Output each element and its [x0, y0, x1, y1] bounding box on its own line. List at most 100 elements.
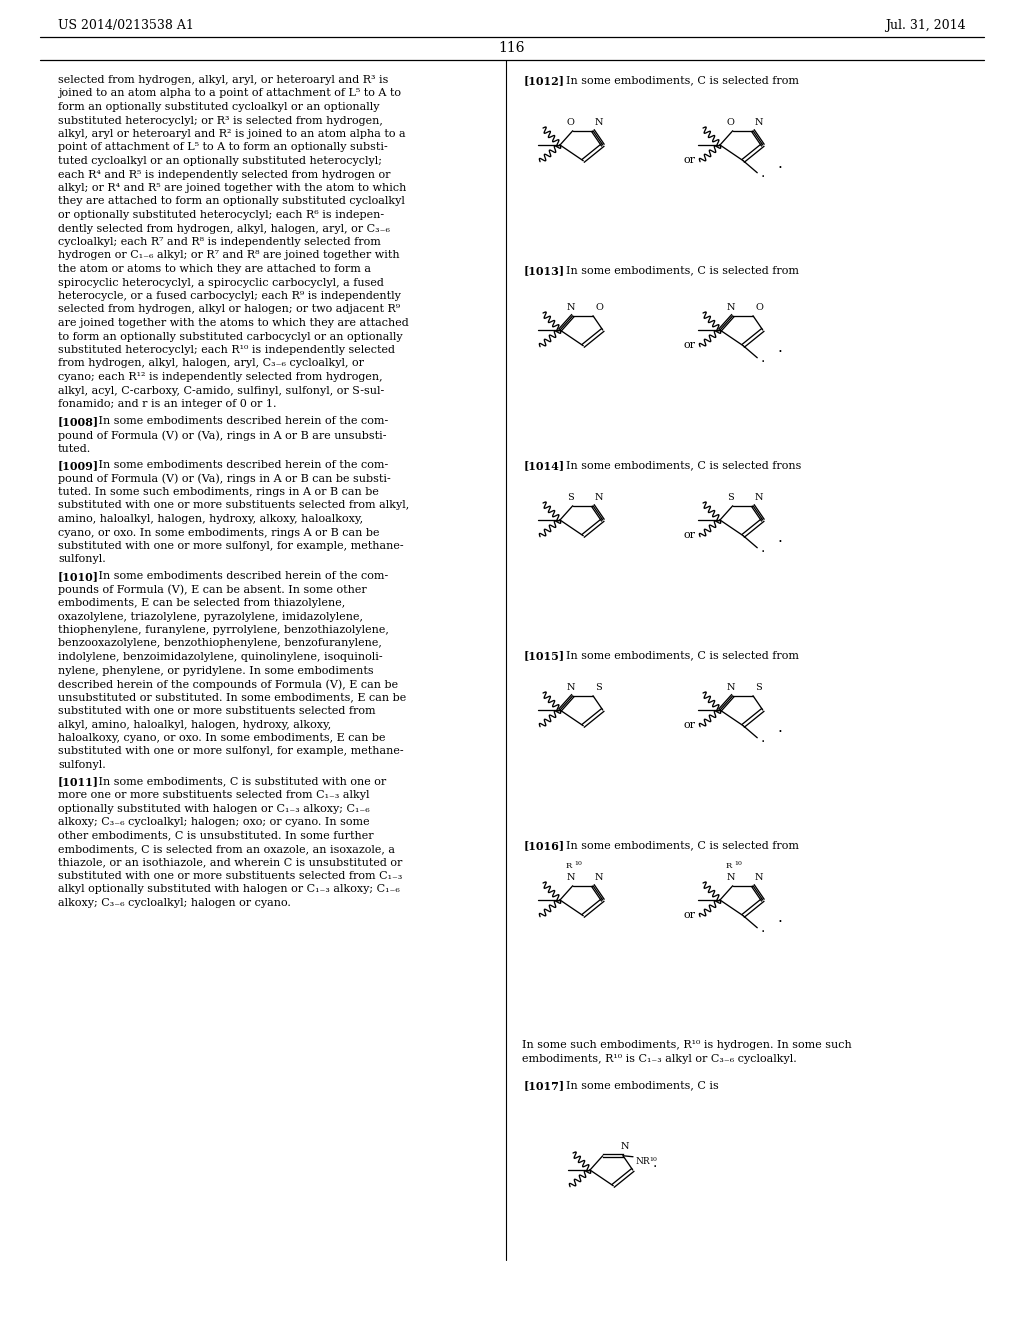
- Text: S: S: [596, 684, 602, 692]
- Text: tuted. In some such embodiments, rings in A or B can be: tuted. In some such embodiments, rings i…: [58, 487, 379, 498]
- Text: .: .: [777, 341, 782, 355]
- Text: are joined together with the atoms to which they are attached: are joined together with the atoms to wh…: [58, 318, 409, 327]
- Text: [1014]: [1014]: [524, 459, 565, 471]
- Text: alkyl optionally substituted with halogen or C₁₋₃ alkoxy; C₁₋₆: alkyl optionally substituted with haloge…: [58, 884, 400, 895]
- Text: other embodiments, C is unsubstituted. In some further: other embodiments, C is unsubstituted. I…: [58, 830, 374, 841]
- Text: joined to an atom alpha to a point of attachment of L⁵ to A to: joined to an atom alpha to a point of at…: [58, 88, 401, 99]
- Text: form an optionally substituted cycloalkyl or an optionally: form an optionally substituted cycloalky…: [58, 102, 380, 112]
- Text: N: N: [566, 684, 575, 692]
- Text: embodiments, C is selected from an oxazole, an isoxazole, a: embodiments, C is selected from an oxazo…: [58, 843, 395, 854]
- Text: described herein of the compounds of Formula (V), E can be: described herein of the compounds of For…: [58, 678, 398, 689]
- Text: N: N: [595, 119, 603, 127]
- Text: or: or: [684, 719, 696, 730]
- Text: In some embodiments, C is selected from: In some embodiments, C is selected from: [566, 840, 799, 850]
- Text: the atom or atoms to which they are attached to form a: the atom or atoms to which they are atta…: [58, 264, 371, 275]
- Text: substituted with one or more substituents selected from alkyl,: substituted with one or more substituent…: [58, 500, 410, 511]
- Text: unsubstituted or substituted. In some embodiments, E can be: unsubstituted or substituted. In some em…: [58, 693, 407, 702]
- Text: N: N: [621, 1142, 630, 1151]
- Text: or optionally substituted heterocyclyl; each R⁶ is indepen-: or optionally substituted heterocyclyl; …: [58, 210, 384, 220]
- Text: tuted cycloalkyl or an optionally substituted heterocyclyl;: tuted cycloalkyl or an optionally substi…: [58, 156, 382, 166]
- Text: or: or: [684, 341, 696, 350]
- Text: [1017]: [1017]: [524, 1080, 565, 1092]
- Text: from hydrogen, alkyl, halogen, aryl, C₃₋₆ cycloalkyl, or: from hydrogen, alkyl, halogen, aryl, C₃₋…: [58, 359, 364, 368]
- Text: [1012]: [1012]: [524, 75, 565, 86]
- Text: substituted heterocyclyl; each R¹⁰ is independently selected: substituted heterocyclyl; each R¹⁰ is in…: [58, 345, 395, 355]
- Text: embodiments, R¹⁰ is C₁₋₃ alkyl or C₃₋₆ cycloalkyl.: embodiments, R¹⁰ is C₁₋₃ alkyl or C₃₋₆ c…: [522, 1053, 797, 1064]
- Text: .: .: [760, 166, 765, 180]
- Text: alkyl, acyl, C-carboxy, C-amido, sulfinyl, sulfonyl, or S-sul-: alkyl, acyl, C-carboxy, C-amido, sulfiny…: [58, 385, 384, 396]
- Text: .: .: [760, 351, 765, 364]
- Text: or: or: [684, 154, 696, 165]
- Text: US 2014/0213538 A1: US 2014/0213538 A1: [58, 18, 194, 32]
- Text: selected from hydrogen, alkyl or halogen; or two adjacent R⁹: selected from hydrogen, alkyl or halogen…: [58, 305, 400, 314]
- Text: haloalkoxy, cyano, or oxo. In some embodiments, E can be: haloalkoxy, cyano, or oxo. In some embod…: [58, 733, 385, 743]
- Text: alkyl, amino, haloalkyl, halogen, hydroxy, alkoxy,: alkyl, amino, haloalkyl, halogen, hydrox…: [58, 719, 331, 730]
- Text: N: N: [755, 874, 763, 882]
- Text: embodiments, E can be selected from thiazolylene,: embodiments, E can be selected from thia…: [58, 598, 345, 609]
- Text: In some embodiments described herein of the com-: In some embodiments described herein of …: [95, 459, 388, 470]
- Text: .: .: [777, 156, 782, 170]
- Text: In some embodiments, C is: In some embodiments, C is: [566, 1080, 719, 1090]
- Text: O: O: [595, 304, 603, 313]
- Text: N: N: [566, 874, 575, 882]
- Text: .: .: [760, 541, 765, 554]
- Text: pounds of Formula (V), E can be absent. In some other: pounds of Formula (V), E can be absent. …: [58, 585, 367, 595]
- Text: In some such embodiments, R¹⁰ is hydrogen. In some such: In some such embodiments, R¹⁰ is hydroge…: [522, 1040, 852, 1049]
- Text: O: O: [727, 119, 734, 127]
- Text: .: .: [760, 921, 765, 935]
- Text: N: N: [595, 494, 603, 502]
- Text: sulfonyl.: sulfonyl.: [58, 554, 105, 565]
- Text: hydrogen or C₁₋₆ alkyl; or R⁷ and R⁸ are joined together with: hydrogen or C₁₋₆ alkyl; or R⁷ and R⁸ are…: [58, 251, 399, 260]
- Text: .: .: [760, 731, 765, 744]
- Text: O: O: [567, 119, 574, 127]
- Text: In some embodiments described herein of the com-: In some embodiments described herein of …: [95, 572, 388, 581]
- Text: indolylene, benzoimidazolylene, quinolinylene, isoquinoli-: indolylene, benzoimidazolylene, quinolin…: [58, 652, 383, 663]
- Text: alkoxy; C₃₋₆ cycloalkyl; halogen or cyano.: alkoxy; C₃₋₆ cycloalkyl; halogen or cyan…: [58, 898, 291, 908]
- Text: thiophenylene, furanylene, pyrrolylene, benzothiazolylene,: thiophenylene, furanylene, pyrrolylene, …: [58, 624, 389, 635]
- Text: nylene, phenylene, or pyridylene. In some embodiments: nylene, phenylene, or pyridylene. In som…: [58, 665, 374, 676]
- Text: Jul. 31, 2014: Jul. 31, 2014: [886, 18, 966, 32]
- Text: substituted heterocyclyl; or R³ is selected from hydrogen,: substituted heterocyclyl; or R³ is selec…: [58, 116, 383, 125]
- Text: S: S: [567, 494, 574, 502]
- Text: In some embodiments, C is selected from: In some embodiments, C is selected from: [566, 75, 799, 84]
- Text: [1010]: [1010]: [58, 572, 99, 582]
- Text: cycloalkyl; each R⁷ and R⁸ is independently selected from: cycloalkyl; each R⁷ and R⁸ is independen…: [58, 238, 381, 247]
- Text: .: .: [777, 531, 782, 545]
- Text: tuted.: tuted.: [58, 444, 91, 454]
- Text: S: S: [727, 494, 734, 502]
- Text: In some embodiments, C is substituted with one or: In some embodiments, C is substituted wi…: [95, 776, 386, 787]
- Text: .: .: [653, 1156, 657, 1170]
- Text: 10: 10: [574, 861, 583, 866]
- Text: cyano, or oxo. In some embodiments, rings A or B can be: cyano, or oxo. In some embodiments, ring…: [58, 528, 380, 537]
- Text: .: .: [777, 911, 782, 925]
- Text: In some embodiments described herein of the com-: In some embodiments described herein of …: [95, 417, 388, 426]
- Text: [1008]: [1008]: [58, 417, 99, 428]
- Text: In some embodiments, C is selected frons: In some embodiments, C is selected frons: [566, 459, 802, 470]
- Text: pound of Formula (V) or (Va), rings in A or B are unsubsti-: pound of Formula (V) or (Va), rings in A…: [58, 430, 386, 441]
- Text: amino, haloalkyl, halogen, hydroxy, alkoxy, haloalkoxy,: amino, haloalkyl, halogen, hydroxy, alko…: [58, 513, 364, 524]
- Text: [1011]: [1011]: [58, 776, 99, 788]
- Text: N: N: [595, 874, 603, 882]
- Text: [1016]: [1016]: [524, 840, 565, 851]
- Text: sulfonyl.: sulfonyl.: [58, 760, 105, 770]
- Text: substituted with one or more substituents selected from: substituted with one or more substituent…: [58, 706, 376, 715]
- Text: In some embodiments, C is selected from: In some embodiments, C is selected from: [566, 265, 799, 275]
- Text: alkyl; or R⁴ and R⁵ are joined together with the atom to which: alkyl; or R⁴ and R⁵ are joined together …: [58, 183, 407, 193]
- Text: 10: 10: [649, 1158, 657, 1162]
- Text: selected from hydrogen, alkyl, aryl, or heteroaryl and R³ is: selected from hydrogen, alkyl, aryl, or …: [58, 75, 388, 84]
- Text: N: N: [726, 874, 735, 882]
- Text: dently selected from hydrogen, alkyl, halogen, aryl, or C₃₋₆: dently selected from hydrogen, alkyl, ha…: [58, 223, 390, 234]
- Text: or: or: [684, 909, 696, 920]
- Text: substituted with one or more sulfonyl, for example, methane-: substituted with one or more sulfonyl, f…: [58, 747, 403, 756]
- Text: S: S: [756, 684, 763, 692]
- Text: [1015]: [1015]: [524, 649, 565, 661]
- Text: alkoxy; C₃₋₆ cycloalkyl; halogen; oxo; or cyano. In some: alkoxy; C₃₋₆ cycloalkyl; halogen; oxo; o…: [58, 817, 370, 828]
- Text: [1013]: [1013]: [524, 265, 565, 276]
- Text: spirocyclic heterocyclyl, a spirocyclic carbocyclyl, a fused: spirocyclic heterocyclyl, a spirocyclic …: [58, 277, 384, 288]
- Text: 116: 116: [499, 41, 525, 55]
- Text: 10: 10: [735, 861, 742, 866]
- Text: substituted with one or more substituents selected from C₁₋₃: substituted with one or more substituent…: [58, 871, 402, 880]
- Text: thiazole, or an isothiazole, and wherein C is unsubstituted or: thiazole, or an isothiazole, and wherein…: [58, 858, 402, 867]
- Text: to form an optionally substituted carbocyclyl or an optionally: to form an optionally substituted carboc…: [58, 331, 402, 342]
- Text: benzooxazolylene, benzothiophenylene, benzofuranylene,: benzooxazolylene, benzothiophenylene, be…: [58, 639, 382, 648]
